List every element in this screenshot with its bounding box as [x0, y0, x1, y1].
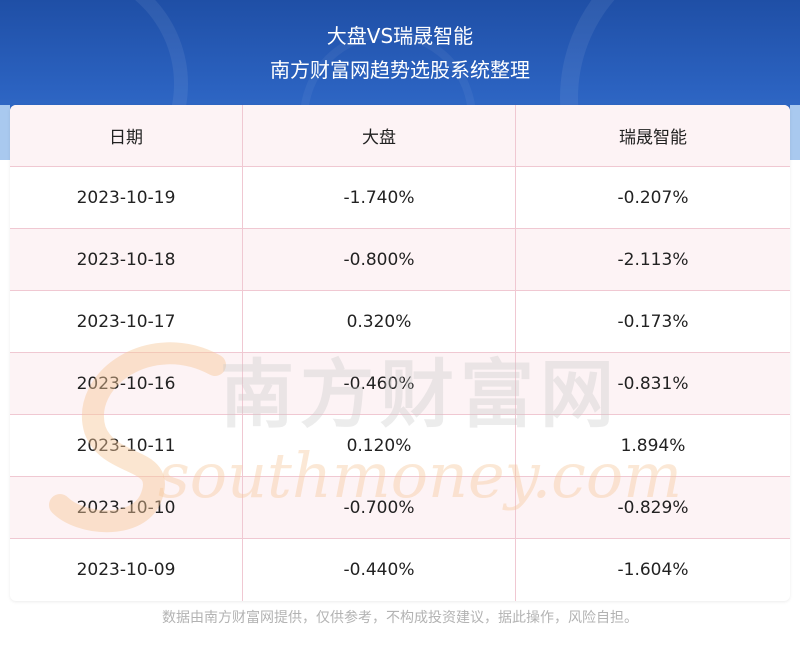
- market-change-cell: -0.440%: [243, 539, 516, 601]
- stock-change-cell: -0.207%: [617, 187, 689, 208]
- stock-change-cell: -0.831%: [617, 373, 689, 394]
- column-header-date: 日期: [10, 105, 243, 166]
- date-cell: 2023-10-19: [10, 167, 243, 228]
- side-strip-right: [790, 105, 800, 160]
- market-change-cell: -0.460%: [243, 353, 516, 414]
- date-cell: 2023-10-11: [10, 415, 243, 476]
- table-row: 2023-10-17 0.320% -0.173%: [10, 291, 790, 353]
- comparison-table: 日期 大盘 瑞晟智能 2023-10-19 -1.740% -0.207% 20…: [10, 105, 790, 601]
- page-subtitle: 南方财富网趋势选股系统整理: [270, 58, 530, 82]
- table-row: 2023-10-16 -0.460% -0.831%: [10, 353, 790, 415]
- stock-change-cell: -0.829%: [617, 497, 689, 518]
- date-cell: 2023-10-17: [10, 291, 243, 352]
- table-row: 2023-10-11 0.120% 1.894%: [10, 415, 790, 477]
- market-change-cell: 0.120%: [243, 415, 516, 476]
- table-header-row: 日期 大盘 瑞晟智能: [10, 105, 790, 167]
- market-change-cell: -0.700%: [243, 477, 516, 538]
- date-cell: 2023-10-16: [10, 353, 243, 414]
- column-header-market: 大盘: [243, 105, 516, 166]
- stock-change-cell: -0.173%: [617, 311, 689, 332]
- market-change-cell: -1.740%: [243, 167, 516, 228]
- stock-change-cell: 1.894%: [620, 435, 686, 456]
- stock-change-cell: -1.604%: [617, 560, 689, 580]
- market-change-cell: 0.320%: [243, 291, 516, 352]
- column-header-stock: 瑞晟智能: [619, 128, 687, 148]
- disclaimer-text: 数据由南方财富网提供，仅供参考，不构成投资建议，据此操作，风险自担。: [162, 610, 638, 626]
- date-cell: 2023-10-10: [10, 477, 243, 538]
- side-strip-left: [0, 105, 10, 160]
- table-row: 2023-10-19 -1.740% -0.207%: [10, 167, 790, 229]
- market-change-cell: -0.800%: [243, 229, 516, 290]
- stock-change-cell: -2.113%: [617, 249, 689, 270]
- date-cell: 2023-10-18: [10, 229, 243, 290]
- date-cell: 2023-10-09: [10, 539, 243, 601]
- table-row: 2023-10-10 -0.700% -0.829%: [10, 477, 790, 539]
- table-row: 2023-10-09 -0.440% -1.604%: [10, 539, 790, 601]
- table-row: 2023-10-18 -0.800% -2.113%: [10, 229, 790, 291]
- page-title: 大盘VS瑞晟智能: [326, 24, 474, 48]
- banner-decoration: [300, 30, 476, 160]
